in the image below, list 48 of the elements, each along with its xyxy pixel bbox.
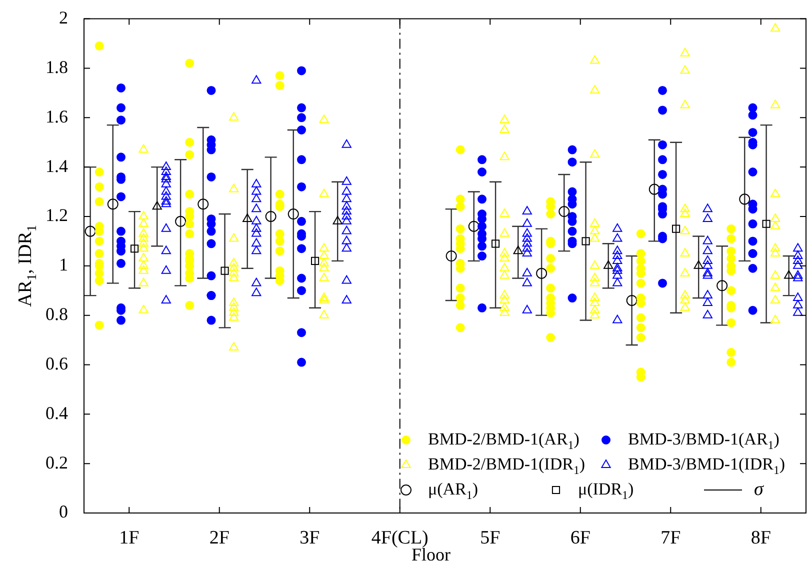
annotation: σ <box>754 479 764 500</box>
point <box>311 256 320 265</box>
x-tick-label: 6F <box>570 527 590 548</box>
x-tick-label: 2F <box>209 527 230 548</box>
y-tick-label: 0.4 <box>46 402 68 423</box>
point <box>784 270 794 279</box>
point <box>175 216 186 227</box>
x-tick-label: 8F <box>750 527 771 548</box>
point <box>446 250 457 262</box>
point <box>220 266 229 275</box>
point <box>716 280 728 292</box>
y-tick-label: 0 <box>59 502 68 522</box>
y-tick-label: 1.6 <box>46 106 68 126</box>
point <box>513 246 523 254</box>
x-tick-label: 5F <box>480 527 500 548</box>
point <box>536 268 548 279</box>
point <box>107 198 118 210</box>
point <box>130 244 139 253</box>
point <box>198 198 209 210</box>
point <box>604 260 614 269</box>
x-tick-label: 3F <box>300 527 320 548</box>
point <box>468 220 480 232</box>
point <box>626 294 638 306</box>
point <box>739 194 750 205</box>
y-tick-label: 1.2 <box>46 205 68 226</box>
y-tick-label: 0.6 <box>46 353 68 374</box>
point <box>265 210 276 222</box>
point <box>288 208 299 220</box>
point <box>558 206 570 218</box>
point <box>672 224 680 233</box>
point <box>762 220 770 228</box>
point <box>694 260 704 269</box>
point <box>492 240 500 248</box>
y-tick-label: 1 <box>59 254 68 275</box>
y-tick-label: 1.4 <box>46 156 68 176</box>
x-tick-label: 1F <box>119 527 140 548</box>
x-tick-label: 4F(CL) <box>371 527 428 548</box>
y-tick-label: 2 <box>59 8 68 28</box>
point <box>648 184 660 195</box>
point <box>332 216 342 224</box>
point <box>152 201 162 210</box>
y-tick-label: 0.8 <box>46 304 68 324</box>
y-tick-label: 1.8 <box>46 56 68 77</box>
point <box>582 237 590 246</box>
y-tick-label: 0.2 <box>46 452 68 472</box>
y-axis-title: AR1, IDR1 <box>14 224 40 307</box>
x-tick-label: 7F <box>660 527 681 548</box>
point <box>242 213 252 222</box>
